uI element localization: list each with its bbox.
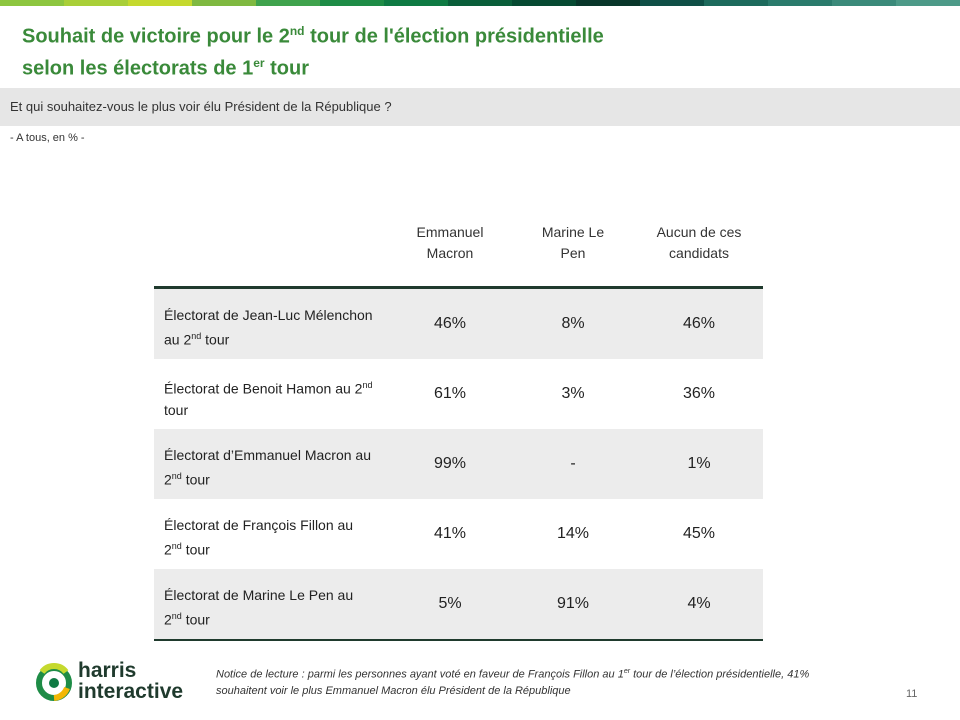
cell-macron: 46%: [433, 315, 467, 332]
harris-interactive-logo: harris interactive: [34, 658, 194, 710]
page-title: Souhait de victoire pour le 2nd tour de …: [22, 18, 604, 81]
cell-le-pen: 14%: [556, 525, 590, 542]
top-bar-segment: [704, 0, 768, 6]
cell-macron: 99%: [433, 455, 467, 472]
top-bar-segment: [896, 0, 960, 6]
cell-aucun: 46%: [682, 315, 716, 332]
top-bar-segment: [128, 0, 192, 6]
table-row: Électorat d’Emmanuel Macron au 2nd tour …: [154, 429, 763, 499]
cell-aucun: 36%: [682, 385, 716, 402]
column-header-line: Emmanuel: [416, 224, 484, 240]
cell-le-pen: 91%: [556, 595, 590, 612]
cell-le-pen: 8%: [561, 315, 585, 332]
top-bar-segment: [320, 0, 384, 6]
logo-text: harris interactive: [78, 660, 183, 702]
table-top-rule: [154, 286, 763, 289]
title-line-2: selon les électorats de 1er tour: [22, 55, 310, 80]
top-bar-segment: [256, 0, 320, 6]
cell-le-pen: 3%: [561, 385, 585, 402]
column-header-aucun: Aucun de ces candidats: [633, 222, 765, 264]
top-bar-segment: [768, 0, 832, 6]
row-label: Électorat de François Fillon au 2nd tour: [164, 517, 354, 558]
top-bar-segment: [512, 0, 576, 6]
cell-le-pen: -: [570, 455, 576, 472]
logo-line-2: interactive: [78, 680, 184, 703]
top-bar-segment: [448, 0, 512, 6]
cell-macron: 61%: [433, 385, 467, 402]
top-color-bar: [0, 0, 960, 6]
question-text: Et qui souhaitez-vous le plus voir élu P…: [10, 99, 392, 114]
table-bottom-rule: [154, 639, 763, 641]
row-label: Électorat de Jean-Luc Mélenchon au 2nd t…: [164, 307, 373, 348]
top-bar-segment: [192, 0, 256, 6]
column-header-line: candidats: [669, 245, 729, 261]
top-bar-segment: [0, 0, 64, 6]
table-row: Électorat de Benoit Hamon au 2nd tour 61…: [154, 359, 763, 429]
row-label: Électorat de Marine Le Pen au 2nd tour: [164, 587, 354, 628]
results-table: Électorat de Jean-Luc Mélenchon au 2nd t…: [154, 286, 763, 641]
question-bar: Et qui souhaitez-vous le plus voir élu P…: [0, 88, 960, 126]
table-row: Électorat de François Fillon au 2nd tour…: [154, 499, 763, 569]
page-number: 11: [906, 688, 918, 700]
top-bar-segment: [576, 0, 640, 6]
column-header-line: Marine Le: [541, 224, 605, 240]
base-label: - A tous, en % -: [10, 132, 85, 144]
column-header-line: Pen: [560, 245, 586, 261]
top-bar-segment: [64, 0, 128, 6]
title-line-1: Souhait de victoire pour le 2nd tour de …: [22, 24, 604, 48]
cell-aucun: 45%: [682, 525, 716, 542]
cell-macron: 41%: [433, 525, 467, 542]
cell-macron: 5%: [438, 595, 462, 612]
table-row: Électorat de Marine Le Pen au 2nd tour 5…: [154, 569, 763, 639]
column-header-le-pen: Marine Le Pen: [513, 222, 633, 264]
column-header-line: Aucun de ces: [656, 224, 742, 240]
logo-line-1: harris: [78, 659, 137, 682]
top-bar-segment: [640, 0, 704, 6]
reading-note: Notice de lecture : parmi les personnes …: [216, 668, 810, 697]
top-bar-segment: [384, 0, 448, 6]
logo-ring-icon: [36, 663, 72, 701]
row-label: Électorat de Benoit Hamon au 2nd tour: [164, 380, 373, 418]
row-label: Électorat d’Emmanuel Macron au 2nd tour: [164, 447, 371, 488]
top-bar-segment: [832, 0, 896, 6]
column-header-line: Macron: [426, 245, 474, 261]
cell-aucun: 1%: [687, 455, 711, 472]
column-header-macron: Emmanuel Macron: [390, 222, 510, 264]
table-row: Électorat de Jean-Luc Mélenchon au 2nd t…: [154, 289, 763, 359]
cell-aucun: 4%: [687, 595, 711, 612]
